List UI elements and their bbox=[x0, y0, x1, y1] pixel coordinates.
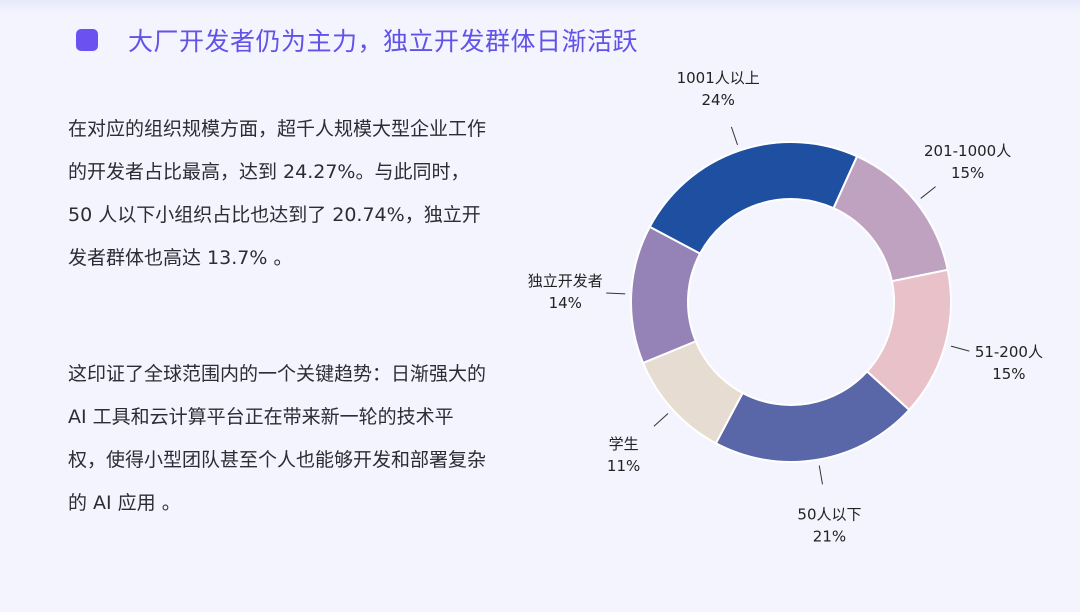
donut-slice-50 bbox=[714, 370, 911, 463]
slice-label-50: 50人以下 21% bbox=[797, 506, 861, 546]
slice-value-label: 24% bbox=[701, 91, 734, 109]
title-row: 大厂开发者仍为主力，独立开发群体日渐活跃 bbox=[76, 22, 638, 58]
leader-line-51-200 bbox=[950, 345, 970, 352]
top-band bbox=[0, 0, 1080, 14]
slice-category-label: 独立开发者 bbox=[528, 272, 603, 290]
leader-line-1001 bbox=[730, 126, 738, 146]
leader-line-50 bbox=[818, 465, 823, 485]
slice-value-label: 15% bbox=[992, 365, 1025, 383]
donut-slice-201-1000 bbox=[832, 154, 949, 283]
donut-slice-1001 bbox=[648, 141, 859, 255]
slice-label-slice-6: 独立开发者 14% bbox=[528, 272, 603, 312]
title-marker-icon bbox=[76, 29, 98, 51]
slice-category-label: 201-1000人 bbox=[924, 142, 1011, 160]
labels-layer: 1001人以上 24% 201-1000人 15% 51-200人 15% 50人以下 21%… bbox=[528, 69, 1043, 546]
donut-slice-slice-6 bbox=[630, 225, 702, 365]
page-title: 大厂开发者仍为主力，独立开发群体日渐活跃 bbox=[128, 27, 639, 56]
leader-line-201-1000 bbox=[920, 186, 936, 199]
slice-value-label: 11% bbox=[607, 457, 640, 475]
leader-line-slice-5 bbox=[653, 413, 669, 427]
donut-chart: 1001人以上 24% 201-1000人 15% 51-200人 15% 50人以下 21%… bbox=[500, 40, 1080, 612]
slice-label-201-1000: 201-1000人 15% bbox=[924, 142, 1011, 182]
slice-value-label: 14% bbox=[549, 294, 582, 312]
slice-label-1001: 1001人以上 24% bbox=[677, 69, 760, 109]
body-paragraph-2: 这印证了全球范围内的一个关键趋势：日渐强大的 AI 工具和云计算平台正在带来新一… bbox=[68, 363, 487, 514]
slice-value-label: 21% bbox=[813, 528, 846, 546]
slice-category-label: 51-200人 bbox=[975, 343, 1043, 361]
leader-line-slice-6 bbox=[606, 292, 626, 295]
slice-value-label: 15% bbox=[951, 164, 984, 182]
slice-label-slice-5: 学生 11% bbox=[607, 435, 640, 475]
slice-category-label: 学生 bbox=[609, 435, 639, 453]
slice-category-label: 50人以下 bbox=[797, 506, 861, 524]
donut-chart-svg: 1001人以上 24% 201-1000人 15% 51-200人 15% 50人以下 21%… bbox=[528, 69, 1043, 546]
slice-label-51-200: 51-200人 15% bbox=[975, 343, 1043, 383]
body-paragraph-1: 在对应的组织规模方面，超千人规模大型企业工作的开发者占比最高，达到 24.27%… bbox=[68, 118, 487, 269]
leader-lines-layer bbox=[606, 126, 970, 485]
slices-layer bbox=[630, 141, 952, 463]
slice-category-label: 1001人以上 bbox=[677, 69, 760, 87]
